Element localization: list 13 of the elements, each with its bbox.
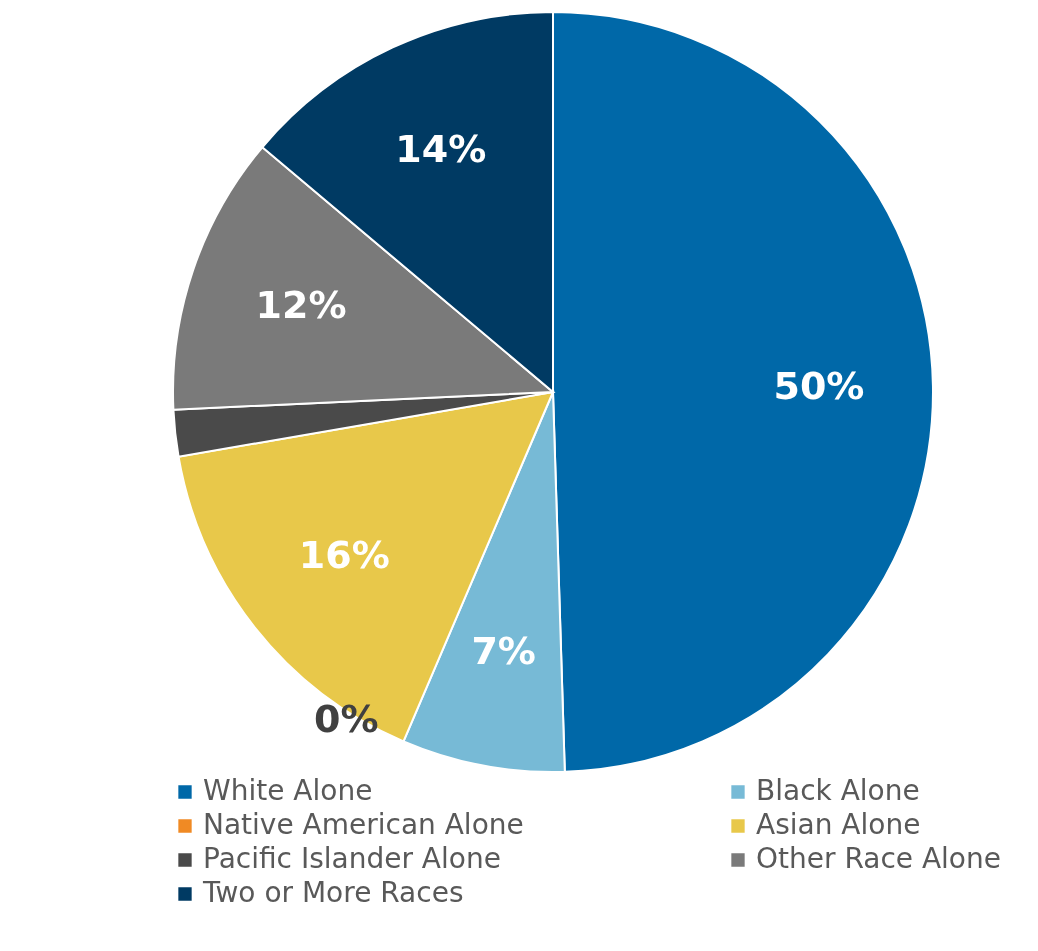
- legend-label: White Alone: [203, 774, 373, 807]
- data-label: 12%: [255, 282, 347, 327]
- legend-label: Pacific Islander Alone: [203, 842, 501, 875]
- legend-label: Other Race Alone: [756, 842, 1001, 875]
- data-label: 14%: [395, 126, 487, 171]
- legend-label: Native American Alone: [203, 808, 524, 841]
- text: 0%: [313, 697, 379, 742]
- data-label: 7%: [471, 629, 536, 674]
- data-label: 50%: [773, 363, 865, 408]
- legend-label: Two or More Races: [202, 876, 464, 909]
- legend-label: Black Alone: [756, 774, 920, 807]
- data-label: 16%: [298, 532, 390, 577]
- legend-label: Asian Alone: [756, 808, 921, 841]
